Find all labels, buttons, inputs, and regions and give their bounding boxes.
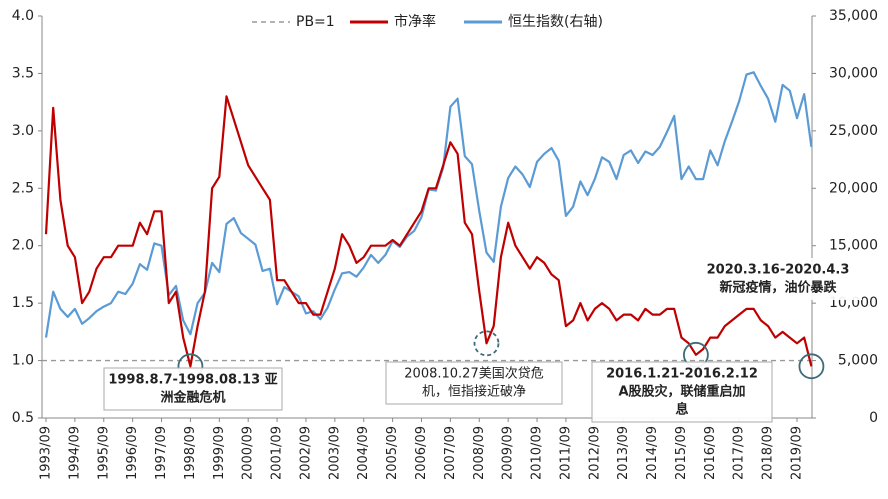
y-tick-label: 3.0 <box>12 123 34 139</box>
legend-label: 恒生指数(右轴) <box>508 14 603 30</box>
y2-tick-label: 0 <box>869 410 878 426</box>
annotation-text: 2020.3.16-2020.4.3 <box>707 263 850 278</box>
x-tick-label: 2018/09 <box>761 426 776 480</box>
annotation-box <box>385 361 563 405</box>
x-tick-label: 1995/09 <box>96 426 111 480</box>
legend-label: 市净率 <box>394 13 436 30</box>
y2-tick-label: 25,000 <box>829 123 878 139</box>
x-tick-label: 2001/09 <box>270 426 285 480</box>
annotation-text: 2008.10.27美国次贷危 <box>404 366 543 382</box>
x-tick-label: 2007/09 <box>443 426 458 480</box>
y-tick-label: 1.5 <box>12 295 34 311</box>
x-tick-label: 2012/09 <box>587 426 602 480</box>
y2-tick-label: 5,000 <box>838 353 878 369</box>
x-tick-label: 1997/09 <box>154 426 169 480</box>
x-tick-label: 1998/09 <box>183 426 198 480</box>
x-tick-label: 1999/09 <box>212 426 227 480</box>
x-tick-label: 1994/09 <box>67 426 82 480</box>
x-tick-label: 2004/09 <box>356 426 371 480</box>
y2-tick-label: 20,000 <box>829 180 878 196</box>
x-tick-label: 2013/09 <box>616 426 631 480</box>
x-tick-label: 2011/09 <box>558 426 573 480</box>
annotation-text: 2016.1.21-2016.2.12 <box>606 367 758 382</box>
x-tick-label: 2009/09 <box>501 426 516 480</box>
x-tick-label: 2006/09 <box>414 426 429 480</box>
x-tick-label: 2002/09 <box>298 426 313 480</box>
annotation-text: 1998.8.7-1998.08.13 亚 <box>108 373 277 388</box>
y-tick-label: 2.5 <box>12 180 34 196</box>
x-tick-label: 2014/09 <box>645 426 660 480</box>
y-tick-label: 0.5 <box>12 410 34 426</box>
annotation-box <box>591 361 773 423</box>
x-tick-label: 2010/09 <box>530 426 545 480</box>
y-tick-label: 1.0 <box>12 353 34 369</box>
x-tick-label: 2005/09 <box>385 426 400 480</box>
series-line <box>44 95 813 368</box>
y-tick-label: 3.5 <box>12 65 34 81</box>
x-tick-label: 2000/09 <box>241 426 256 480</box>
legend-label: PB=1 <box>296 14 335 30</box>
y2-tick-label: 35,000 <box>829 8 878 24</box>
y-tick-label: 2.0 <box>12 238 34 254</box>
annotation-text: 新冠疫情，油价暴跌 <box>719 280 837 296</box>
annotation-circle <box>473 330 500 357</box>
x-tick-label: 2008/09 <box>472 426 487 480</box>
y2-tick-label: 15,000 <box>829 238 878 254</box>
annotation-box <box>694 258 862 300</box>
annotation-text: 息 <box>675 402 688 418</box>
x-tick-label: 2015/09 <box>674 426 689 480</box>
y2-tick-label: 30,000 <box>829 65 878 81</box>
annotation-text: A股股灾，联储重启加 <box>618 384 745 400</box>
annotation-box <box>103 367 283 411</box>
annotation-text: 机，恒指接近破净 <box>422 384 526 400</box>
annotation-circle <box>798 353 825 380</box>
x-tick-label: 2017/09 <box>732 426 747 480</box>
x-tick-label: 2003/09 <box>327 426 342 480</box>
x-tick-label: 2016/09 <box>703 426 718 480</box>
x-tick-label: 1996/09 <box>125 426 140 480</box>
y-tick-label: 4.0 <box>12 8 34 24</box>
x-tick-label: 1993/09 <box>39 426 54 480</box>
annotation-text: 洲金融危机 <box>160 390 225 406</box>
x-tick-label: 2019/09 <box>790 426 805 480</box>
